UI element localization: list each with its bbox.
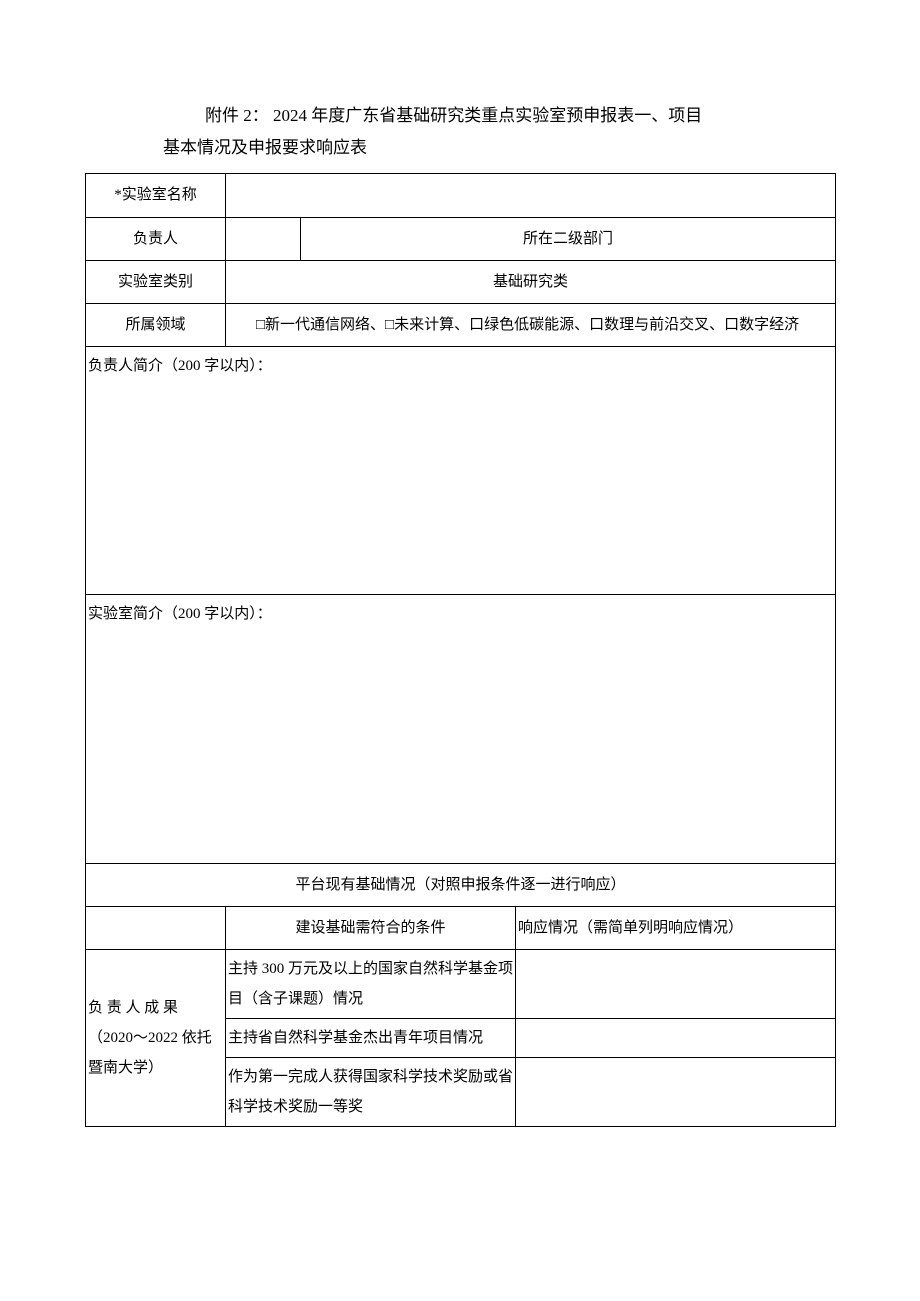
lab-intro-header: 实验室简介（200 字以内）： — [86, 595, 836, 634]
person-intro-header: 负责人简介（200 字以内）： — [86, 346, 836, 385]
row-platform-headers: 建设基础需符合的条件 响应情况（需简单列明响应情况） — [86, 906, 836, 949]
value-person — [226, 217, 301, 260]
row-platform-title: 平台现有基础情况（对照申报条件逐一进行响应） — [86, 863, 836, 906]
title-line-2: 基本情况及申报要求响应表 — [145, 132, 835, 164]
response-1 — [516, 949, 836, 1018]
platform-header-response: 响应情况（需简单列明响应情况） — [516, 906, 836, 949]
group-person-results-text: 负 责 人 成 果 （2020～2022 依托暨南大学） — [88, 993, 223, 1083]
condition-2: 主持省自然科学基金杰出青年项目情况 — [226, 1018, 516, 1057]
value-domain: □新一代通信网络、□未来计算、口绿色低碳能源、口数理与前沿交叉、口数字经济 — [226, 303, 836, 346]
row-lab-intro-header: 实验室简介（200 字以内）： — [86, 595, 836, 634]
label-lab-type: 实验室类别 — [86, 260, 226, 303]
label-lab-name: *实验室名称 — [86, 173, 226, 217]
row-person: 负责人 所在二级部门 — [86, 217, 836, 260]
value-lab-name — [226, 173, 836, 217]
platform-header-condition: 建设基础需符合的条件 — [226, 906, 516, 949]
row-domain: 所属领域 □新一代通信网络、□未来计算、口绿色低碳能源、口数理与前沿交叉、口数字… — [86, 303, 836, 346]
row-lab-type: 实验室类别 基础研究类 — [86, 260, 836, 303]
person-intro-body — [86, 385, 836, 595]
group-person-results: 负 责 人 成 果 （2020～2022 依托暨南大学） — [86, 949, 226, 1126]
row-lab-intro-body — [86, 633, 836, 863]
label-department: 所在二级部门 — [301, 217, 836, 260]
value-lab-type: 基础研究类 — [226, 260, 836, 303]
label-person: 负责人 — [86, 217, 226, 260]
title-line-1: 附件 2： 2024 年度广东省基础研究类重点实验室预申报表一、项目 — [145, 100, 835, 132]
row-person-intro-body — [86, 385, 836, 595]
row-person-intro-header: 负责人简介（200 字以内）： — [86, 346, 836, 385]
condition-3: 作为第一完成人获得国家科学技术奖励或省科学技术奖励一等奖 — [226, 1057, 516, 1126]
form-table: *实验室名称 负责人 所在二级部门 实验室类别 基础研究类 所属领域 □新一代通… — [85, 173, 836, 1127]
response-3 — [516, 1057, 836, 1126]
platform-section-title: 平台现有基础情况（对照申报条件逐一进行响应） — [86, 863, 836, 906]
lab-intro-body — [86, 633, 836, 863]
row-cond-1: 负 责 人 成 果 （2020～2022 依托暨南大学） 主持 300 万元及以… — [86, 949, 836, 1018]
platform-header-blank — [86, 906, 226, 949]
row-lab-name: *实验室名称 — [86, 173, 836, 217]
response-2 — [516, 1018, 836, 1057]
condition-1: 主持 300 万元及以上的国家自然科学基金项目（含子课题）情况 — [226, 949, 516, 1018]
label-domain: 所属领域 — [86, 303, 226, 346]
document-title: 附件 2： 2024 年度广东省基础研究类重点实验室预申报表一、项目 基本情况及… — [85, 100, 835, 165]
